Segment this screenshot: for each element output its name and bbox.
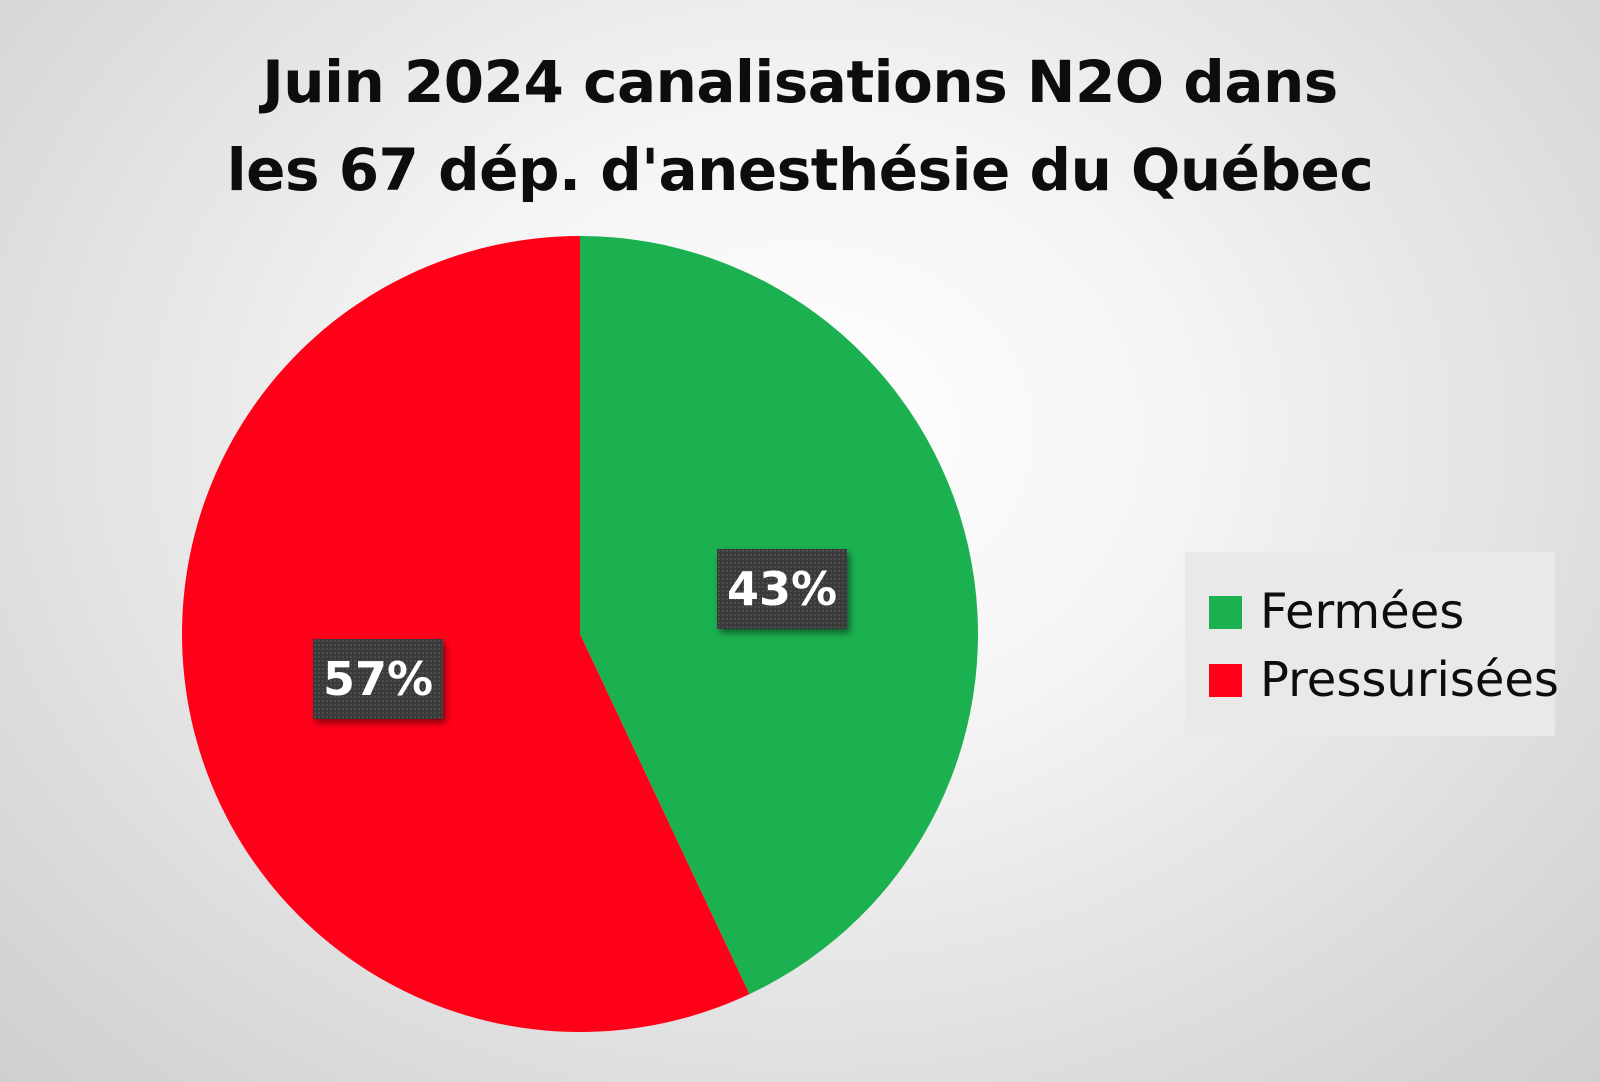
legend-label-pressurisees: Pressurisées [1260, 652, 1559, 708]
legend-item-fermees: Fermées [1209, 582, 1464, 642]
data-label-fermees: 43% [717, 549, 848, 629]
pie-slice-pressurisees [181, 236, 750, 1033]
chart-title-line-2: les 67 dép. d'anesthésie du Québec [226, 136, 1374, 204]
chart-title: Juin 2024 canalisations N2O dans les 67 … [0, 38, 1600, 214]
legend-swatch-pressurisees [1209, 663, 1242, 697]
legend-label-fermees: Fermées [1260, 584, 1465, 640]
legend: Fermées Pressurisées [1185, 552, 1559, 736]
legend-item-pressurisees: Pressurisées [1209, 650, 1559, 710]
legend-swatch-fermees [1209, 595, 1242, 629]
chart-title-line-1: Juin 2024 canalisations N2O dans [262, 48, 1338, 116]
data-label-pressurisees: 57% [313, 639, 444, 719]
